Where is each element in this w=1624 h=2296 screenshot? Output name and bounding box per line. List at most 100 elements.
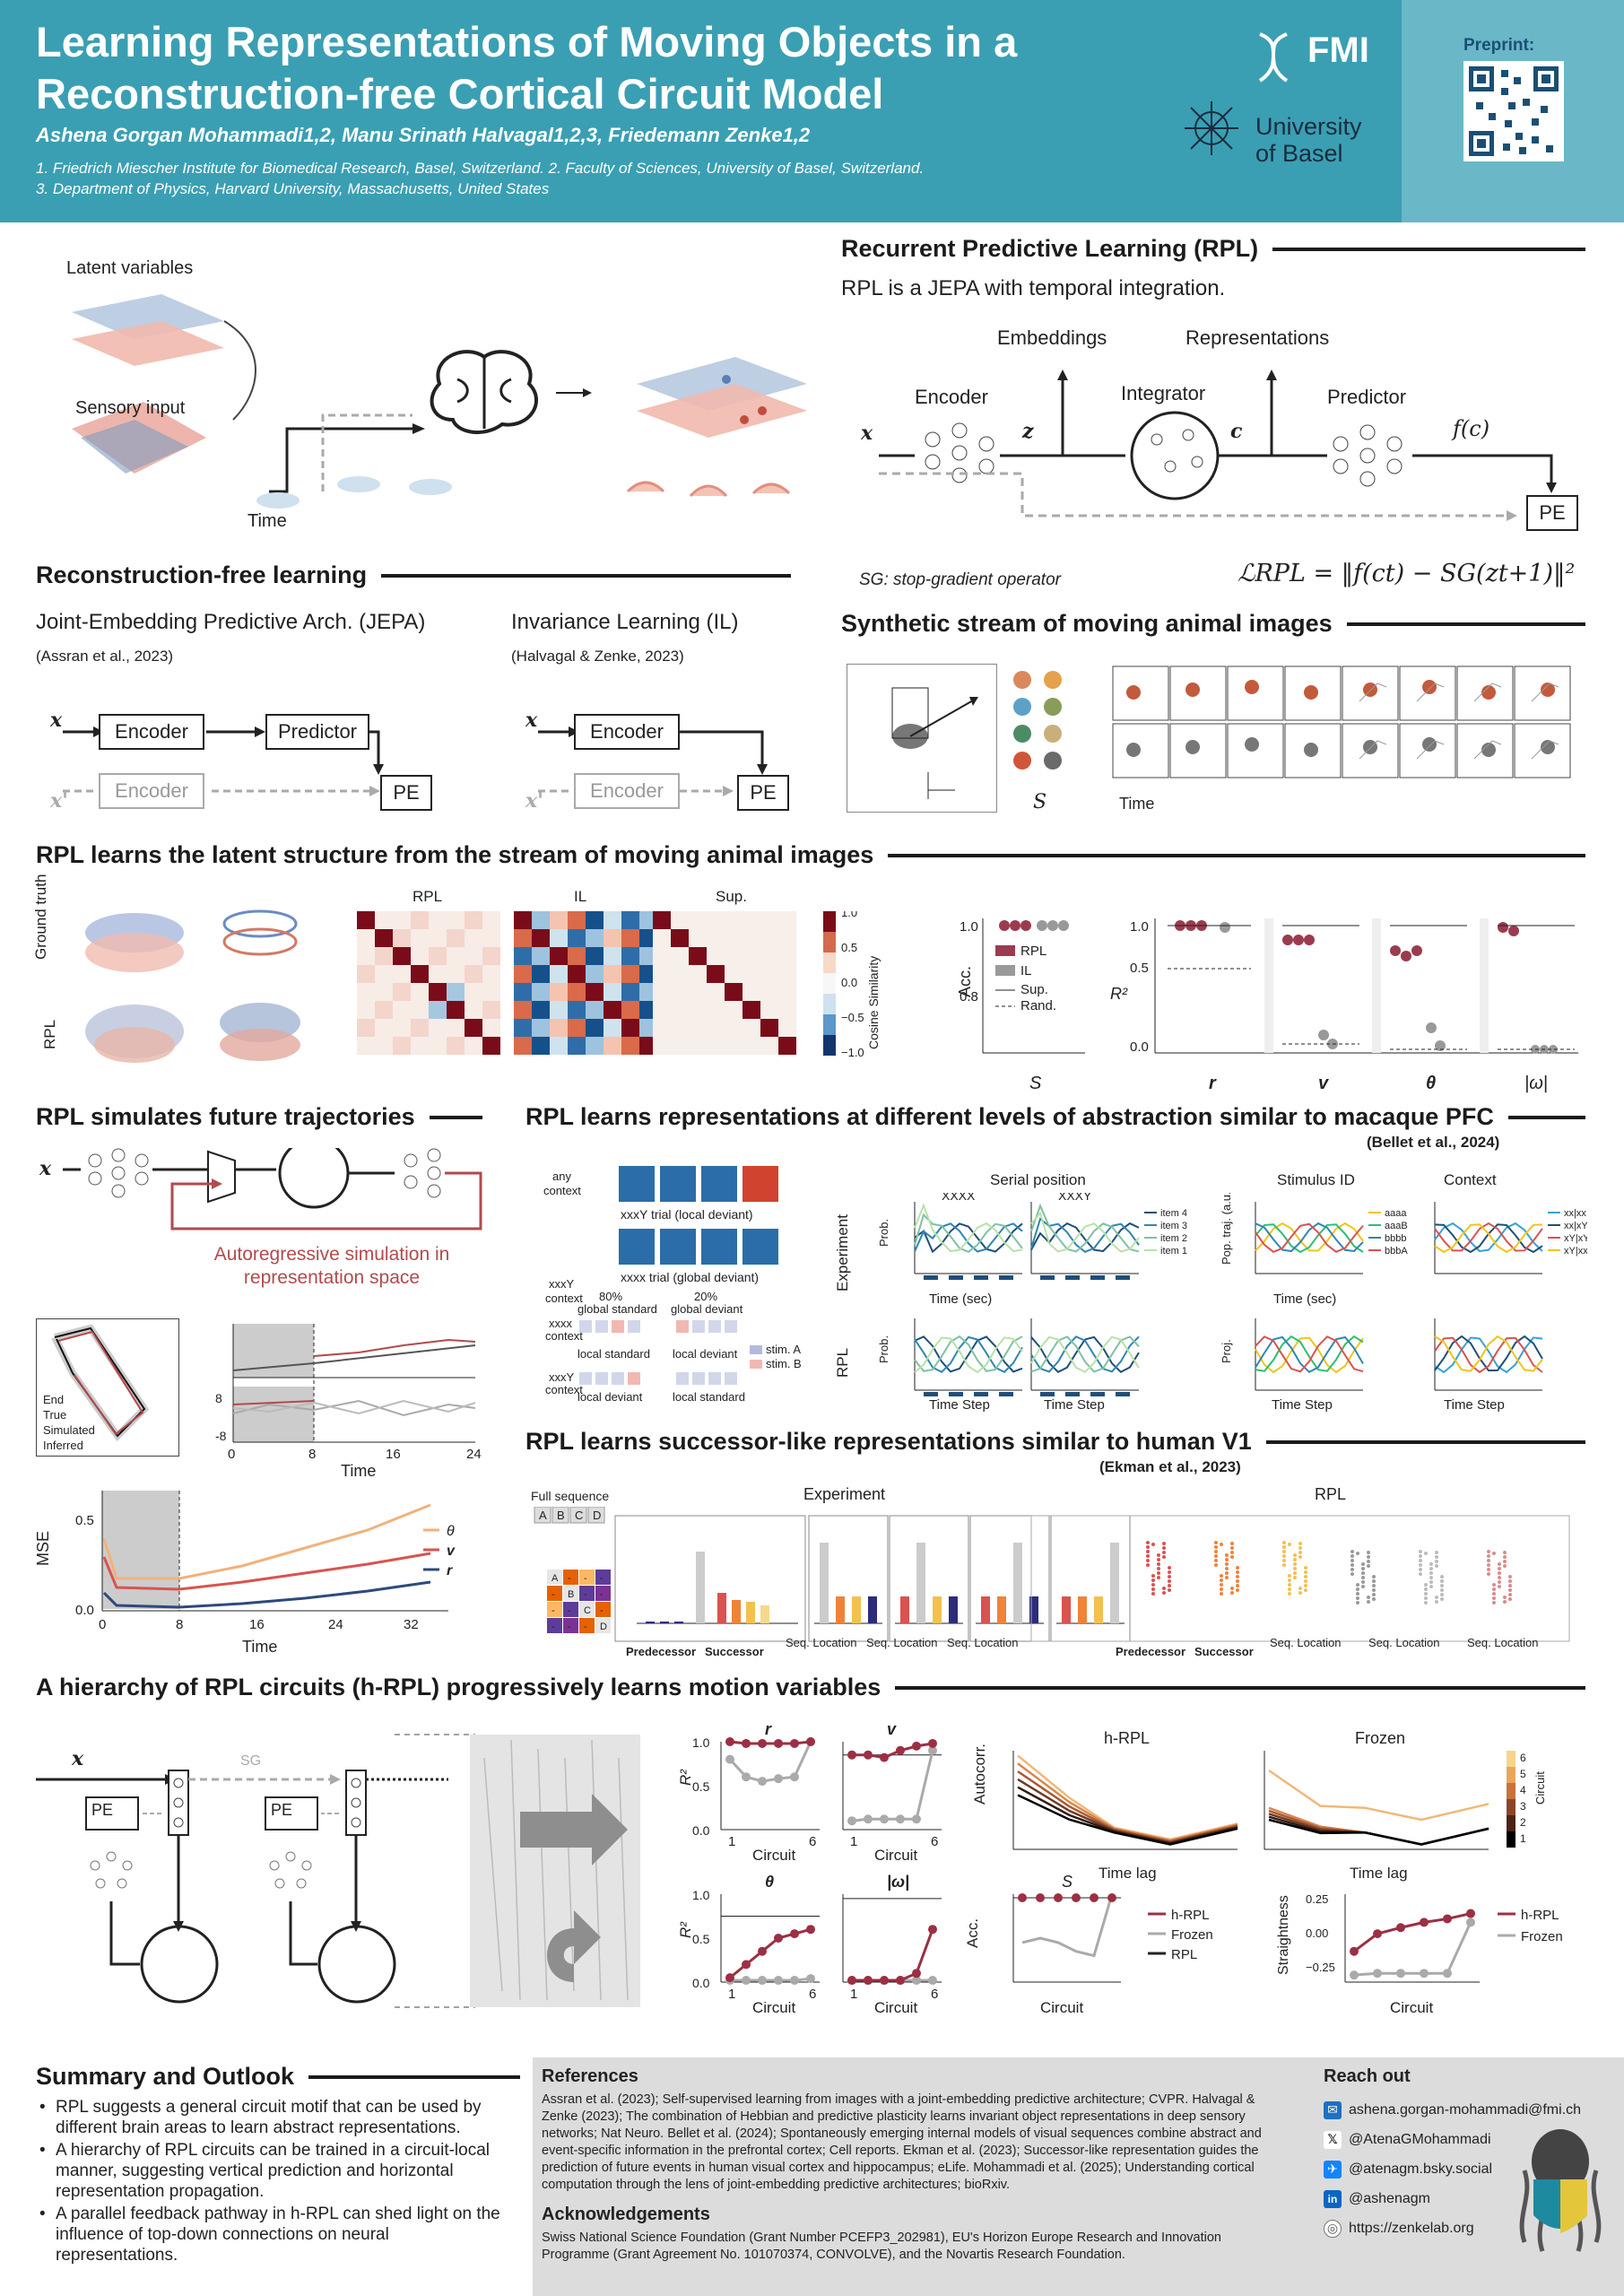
frozen-point — [774, 1774, 783, 1784]
linkedin-link[interactable]: in @ashenagm — [1324, 2184, 1593, 2213]
rpl-dot — [1350, 1554, 1354, 1558]
series-line — [1434, 1335, 1543, 1372]
series-line — [1255, 1335, 1364, 1373]
partial-cell — [563, 1570, 578, 1585]
partial-cell — [595, 1570, 611, 1585]
basel-logo — [1180, 97, 1243, 164]
y-label: Straightness — [1276, 1895, 1291, 1975]
heatmap-cell — [707, 1037, 725, 1055]
email-link[interactable]: ✉ ashena.gorgan-mohammadi@fmi.ch — [1324, 2095, 1593, 2125]
svg-text:local deviant: local deviant — [673, 1347, 738, 1361]
rpl-dot — [1487, 1559, 1490, 1562]
series-line — [1434, 1222, 1543, 1252]
rpl-dot — [1350, 1550, 1354, 1553]
qr-code[interactable] — [1463, 61, 1564, 161]
series-line — [914, 1203, 1023, 1253]
series-line — [1030, 1335, 1140, 1373]
hrpl-point — [806, 1737, 815, 1746]
heatmap-cell — [671, 911, 689, 929]
rpl-dot — [1230, 1546, 1234, 1550]
rpl-dot — [1503, 1555, 1507, 1559]
y-tick: −0.25 — [1306, 1961, 1335, 1974]
stimulus-marker — [974, 1392, 988, 1396]
rpl-heading: Recurrent Predictive Learning (RPL) — [841, 235, 1585, 263]
hrpl-point — [896, 1745, 905, 1755]
stimulus-marker — [924, 1392, 938, 1396]
frame-cell — [1227, 665, 1284, 721]
website-link[interactable]: ◎ https://zenkelab.org — [1324, 2213, 1593, 2243]
rpl-dot — [1356, 1601, 1359, 1605]
heatmap-cell — [621, 911, 639, 929]
rpl-dot — [1151, 1578, 1155, 1582]
frame-trace — [1416, 683, 1445, 702]
frame-animal — [1126, 685, 1141, 700]
rpl-loss-equation: ℒRPL = ‖f(ct) − SG(zt+1)‖² — [1238, 560, 1576, 587]
frame-animal — [1541, 740, 1555, 754]
legend-text: h-RPL — [1521, 1908, 1559, 1923]
y-tick: 0.5 — [692, 1779, 710, 1794]
rpl-dot — [1304, 1584, 1307, 1587]
heatmap-cell — [743, 947, 760, 965]
rpl-dot — [1503, 1600, 1507, 1604]
legend-text: h-RPL — [1171, 1908, 1210, 1923]
svg-text:local standard: local standard — [578, 1347, 650, 1361]
heatmap-cell — [429, 1019, 447, 1037]
hrpl-point — [758, 1738, 767, 1748]
x-label: Circuit — [752, 1847, 795, 1864]
hrpl-point — [725, 1973, 734, 1983]
rpl-dot — [1361, 1576, 1365, 1579]
full-sequence-label: Full sequence — [531, 1489, 610, 1503]
svg-text:context: context — [543, 1184, 581, 1197]
frozen-point — [1396, 1969, 1405, 1979]
heatmap-cell — [532, 947, 550, 965]
heatmap-cell — [760, 1001, 778, 1019]
v1-bar — [717, 1593, 726, 1623]
recon-diagram-arrows: x x' x x' — [49, 709, 768, 813]
rpl-dot — [1419, 1572, 1422, 1576]
jepa-predictor-box: Predictor — [265, 714, 369, 750]
hrpl-point — [1373, 1929, 1382, 1939]
series-line — [914, 1335, 1023, 1372]
svg-text:θ: θ — [1426, 1074, 1436, 1093]
legend-text: Frozen — [1171, 1927, 1213, 1943]
svg-text:stim. B: stim. B — [766, 1357, 802, 1370]
rpl-dot — [1350, 1568, 1354, 1571]
globe-icon: ◎ — [1324, 2219, 1342, 2238]
panel-title: |ω| — [887, 1873, 909, 1891]
hrpl-point — [1018, 1893, 1027, 1902]
rpl-dot — [1220, 1574, 1223, 1578]
svg-text:S: S — [1029, 1074, 1042, 1093]
frame-trace — [1473, 740, 1502, 760]
autocorr-line — [1268, 1769, 1489, 1822]
heatmap-cell — [743, 911, 760, 929]
rpl-dot — [1151, 1543, 1155, 1546]
frame-animal — [1422, 680, 1437, 694]
rpl-dot — [1372, 1575, 1376, 1578]
pfc-time-sec-1: Time (sec) — [929, 1292, 993, 1307]
jepa-title: Joint-Embedding Predictive Arch. (JEPA) — [36, 610, 426, 634]
references-text: Assran et al. (2023); Self-supervised le… — [542, 2092, 1262, 2192]
panel-title: XXXY — [1058, 1193, 1092, 1203]
heatmap-cell — [393, 983, 411, 1001]
heatmap-cell — [725, 965, 743, 983]
exp-frame-1 — [614, 1515, 806, 1642]
bluesky-link[interactable]: ✈ @atenagm.bsky.social — [1324, 2154, 1593, 2184]
colorbar-segment — [823, 932, 836, 952]
heatmap-cell — [482, 965, 500, 983]
rpl-dot — [1508, 1584, 1512, 1587]
heatmap-cell — [568, 929, 586, 947]
heatmap-cell — [671, 983, 689, 1001]
rpl-dot — [1298, 1546, 1302, 1550]
y-label: R² — [677, 1769, 694, 1786]
twitter-link[interactable]: 𝕏 @AtenaGMohammadi — [1324, 2125, 1593, 2154]
rpl-dot — [1372, 1588, 1376, 1592]
bluesky-icon: ✈ — [1324, 2160, 1342, 2179]
svg-text:r: r — [447, 1563, 453, 1578]
heatmap-cell — [760, 911, 778, 929]
heatmap-cell — [568, 965, 586, 983]
legend-text: bbbb — [1385, 1233, 1406, 1244]
header-banner — [0, 0, 1624, 222]
v1-heading: RPL learns successor-like representation… — [525, 1428, 1585, 1456]
rpl-dot — [1168, 1566, 1171, 1570]
heatmap-cell — [550, 983, 568, 1001]
